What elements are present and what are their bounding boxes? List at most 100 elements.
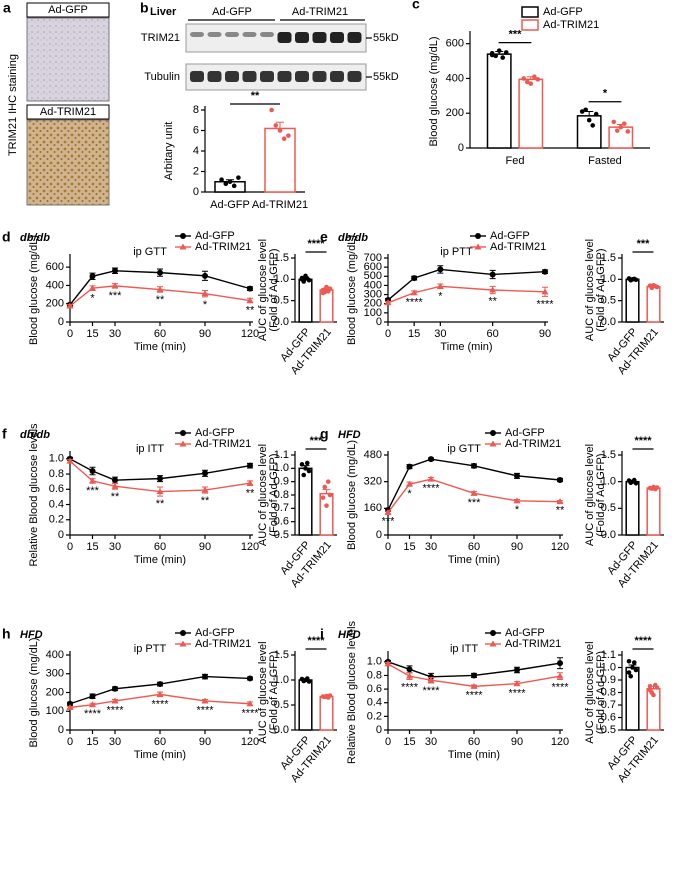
cohort-tag: HFD [20, 629, 43, 641]
data-point [618, 124, 624, 130]
data-point [647, 683, 653, 689]
data-point [304, 460, 310, 466]
y-tick-label: 0.2 [367, 710, 382, 722]
bar [319, 492, 334, 536]
y-tick-label: 600 [364, 261, 382, 273]
y-tick-label: 1.5 [601, 252, 616, 264]
y-tick-label: 400 [446, 72, 464, 84]
marker [471, 672, 477, 679]
point-label: **** [551, 681, 569, 693]
marker [157, 269, 163, 276]
x-tick-label: 60 [154, 328, 166, 340]
y-tick-label: 200 [364, 298, 382, 310]
y-tick-label: 0.8 [601, 686, 616, 698]
data-point [654, 284, 660, 290]
y-tick-label: 0.6 [49, 483, 64, 495]
x-tick-label: 30 [434, 328, 446, 340]
point-label: ** [201, 495, 210, 507]
ihc-image [26, 17, 110, 102]
y-tick-label: 0.7 [601, 699, 616, 711]
marker [66, 704, 74, 710]
panel-letter: f [2, 426, 7, 442]
chart-title: ip ITT [450, 643, 478, 655]
marker [246, 700, 254, 707]
marker [111, 282, 119, 289]
data-point [286, 133, 291, 138]
marker [179, 243, 187, 250]
x-tick-label: Fed [506, 155, 525, 167]
y-tick-label: 0.0 [601, 529, 616, 541]
y-tick-label: 1.1 [274, 449, 289, 461]
y-tick-label: 0.0 [274, 724, 289, 736]
data-point [281, 136, 287, 141]
x-tick-label: 120 [551, 736, 569, 748]
blot-size: 55kD [373, 32, 399, 44]
image-label: Ad-GFP [48, 4, 88, 16]
marker [436, 282, 444, 289]
x-tick-label: 15 [403, 736, 415, 748]
panel-letter: b [140, 0, 149, 16]
point-label: ** [156, 294, 165, 306]
series-line [387, 663, 561, 688]
bar [646, 487, 661, 536]
image-label-box [26, 104, 110, 120]
legend-label: Ad-GFP [505, 627, 545, 639]
y-axis-label: (Fold of Ad-GFP) [268, 453, 280, 536]
series-line [69, 285, 251, 307]
significance: **** [634, 635, 652, 647]
data-point [583, 107, 588, 113]
marker [112, 477, 118, 484]
y-tick-label: 2 [193, 165, 199, 177]
data-point [654, 685, 660, 690]
band [295, 71, 309, 82]
y-tick-label: 0.9 [274, 476, 289, 488]
x-tick-label: Ad-TRIM21 [252, 199, 308, 211]
data-point [528, 81, 534, 86]
y-axis-label: Blood glucose (mg/dL) [428, 36, 440, 146]
error-bar [276, 121, 284, 129]
legend-label: Ad-TRIM21 [195, 438, 251, 450]
y-tick-label: 0.8 [274, 489, 289, 501]
data-point [626, 658, 632, 664]
data-point [227, 179, 233, 185]
y-tick-label: 0.6 [367, 683, 382, 695]
x-tick-label: 30 [109, 736, 121, 748]
marker [201, 486, 209, 493]
legend-label: Ad-GFP [490, 230, 530, 242]
marker [406, 480, 413, 487]
blot-size: 55kD [373, 71, 399, 83]
y-tick-label: 1.1 [601, 649, 616, 661]
legend-label: Ad-GFP [505, 427, 545, 439]
cohort-tag: HFD [338, 629, 361, 641]
data-point [628, 673, 634, 679]
y-tick-label: 100 [364, 307, 382, 319]
data-point [593, 111, 599, 117]
band [347, 71, 362, 82]
x-tick-label: 15 [86, 736, 98, 748]
marker [89, 477, 96, 484]
marker [384, 660, 392, 667]
data-point [625, 129, 631, 134]
y-tick-label: 500 [364, 270, 382, 282]
marker [246, 479, 254, 486]
bar [518, 78, 544, 149]
band [330, 32, 344, 43]
y-tick-label: 0.2 [49, 514, 64, 526]
legend-label: Ad-TRIM21 [490, 241, 546, 253]
marker [514, 472, 520, 479]
y-tick-label: 300 [364, 288, 382, 300]
series-line [69, 460, 251, 493]
marker [557, 477, 563, 483]
marker [156, 690, 164, 697]
point-label: **** [401, 681, 419, 693]
y-tick-label: 480 [364, 449, 382, 461]
marker [475, 233, 481, 239]
panel-letter: h [2, 626, 11, 642]
x-tick-label: 60 [154, 736, 166, 748]
data-point [626, 670, 632, 675]
x-tick-label: 120 [241, 541, 259, 553]
data-point [500, 55, 506, 60]
significance: *** [509, 29, 523, 41]
marker [470, 682, 478, 689]
significance: * [603, 88, 608, 100]
